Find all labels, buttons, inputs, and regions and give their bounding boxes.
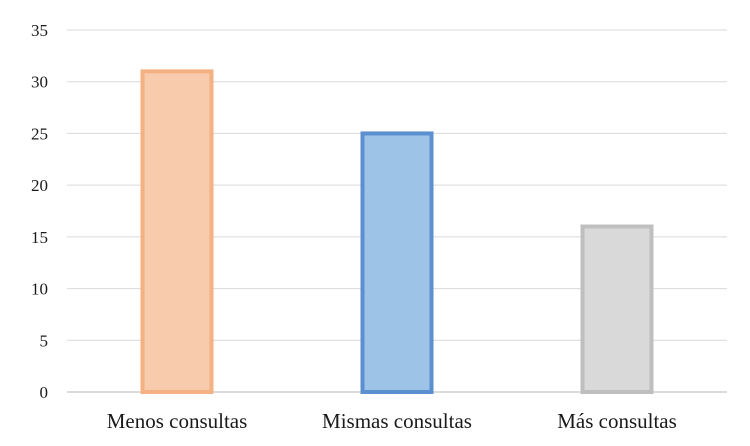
x-axis-category-labels: Menos consultas Mismas consultas Más consu… — [107, 409, 677, 433]
bar-más-consultas — [580, 224, 654, 394]
x-category-label-0: Menos consultas — [107, 409, 248, 433]
y-tick-label-5: 5 — [40, 331, 49, 350]
x-category-label-2: Más consultas — [557, 409, 677, 433]
bars — [140, 69, 654, 395]
y-tick-label-20: 20 — [31, 176, 48, 195]
y-tick-label-15: 15 — [31, 228, 48, 247]
y-tick-label-30: 30 — [31, 73, 48, 92]
bar-menos-consultas — [140, 69, 214, 394]
y-tick-label-25: 25 — [31, 124, 48, 143]
bar-mismas-consultas — [360, 131, 434, 395]
x-category-label-1: Mismas consultas — [322, 409, 472, 433]
y-tick-label-0: 0 — [40, 383, 49, 402]
y-axis-tick-labels: 0 5 10 15 20 25 30 35 — [31, 21, 48, 402]
y-tick-label-10: 10 — [31, 280, 48, 299]
y-tick-label-35: 35 — [31, 21, 48, 40]
